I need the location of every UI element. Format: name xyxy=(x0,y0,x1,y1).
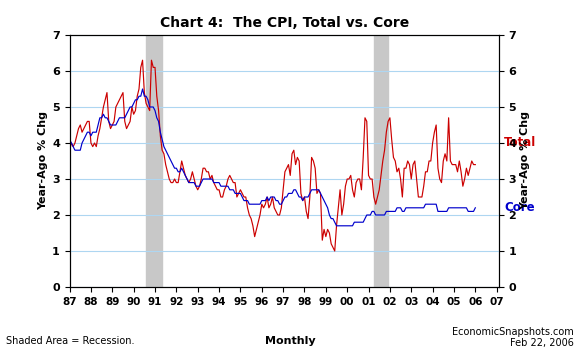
Text: Core: Core xyxy=(505,201,535,214)
Title: Chart 4:  The CPI, Total vs. Core: Chart 4: The CPI, Total vs. Core xyxy=(160,16,409,30)
Text: Shaded Area = Recession.: Shaded Area = Recession. xyxy=(6,336,135,346)
Bar xyxy=(146,35,162,287)
Y-axis label: Year-Ago % Chg: Year-Ago % Chg xyxy=(521,112,531,210)
Bar xyxy=(374,35,388,287)
Text: Total: Total xyxy=(505,136,536,149)
Y-axis label: Year-Ago % Chg: Year-Ago % Chg xyxy=(38,112,48,210)
Text: Monthly: Monthly xyxy=(264,336,316,346)
Text: EconomicSnapshots.com
Feb 22, 2006: EconomicSnapshots.com Feb 22, 2006 xyxy=(452,327,574,348)
